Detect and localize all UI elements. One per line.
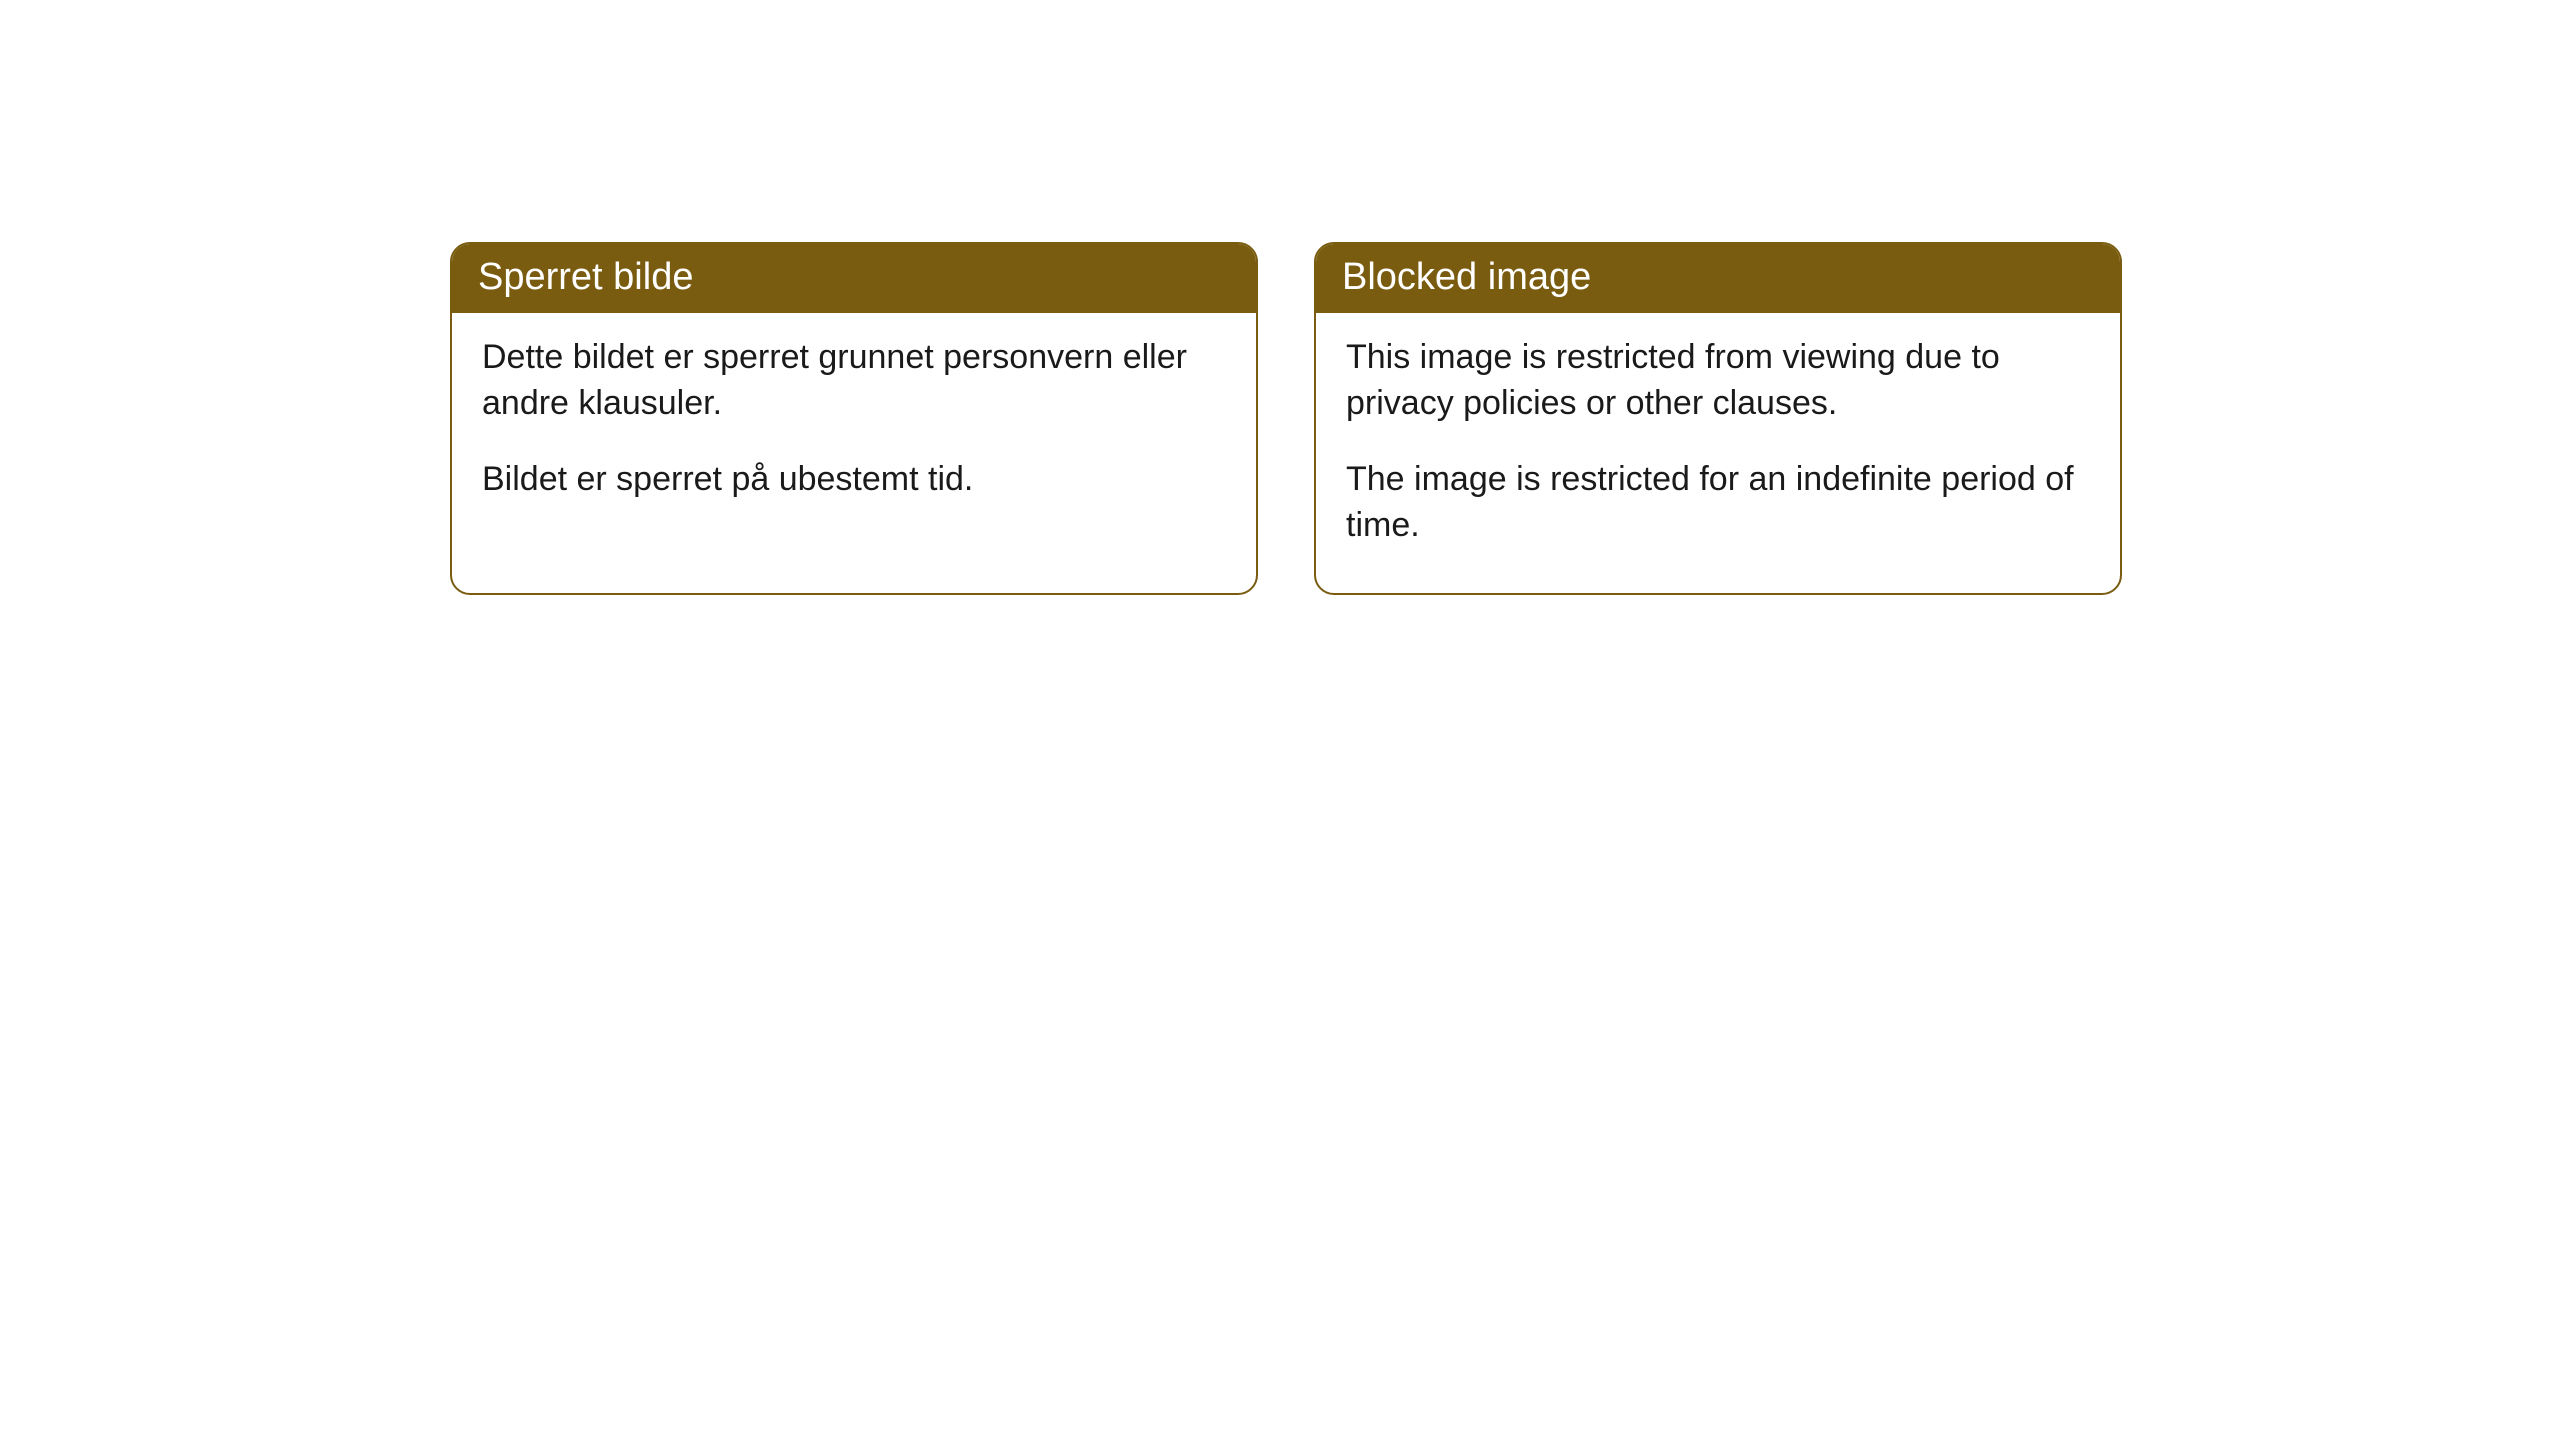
card-body-en: This image is restricted from viewing du… (1316, 313, 2120, 593)
card-text-en-2: The image is restricted for an indefinit… (1346, 457, 2090, 549)
cards-container: Sperret bilde Dette bildet er sperret gr… (0, 0, 2560, 595)
card-text-no-2: Bildet er sperret på ubestemt tid. (482, 457, 1226, 503)
card-body-no: Dette bildet er sperret grunnet personve… (452, 313, 1256, 547)
card-text-no-1: Dette bildet er sperret grunnet personve… (482, 335, 1226, 427)
card-title-no: Sperret bilde (452, 244, 1256, 313)
card-text-en-1: This image is restricted from viewing du… (1346, 335, 2090, 427)
card-norwegian: Sperret bilde Dette bildet er sperret gr… (450, 242, 1258, 595)
card-english: Blocked image This image is restricted f… (1314, 242, 2122, 595)
card-title-en: Blocked image (1316, 244, 2120, 313)
